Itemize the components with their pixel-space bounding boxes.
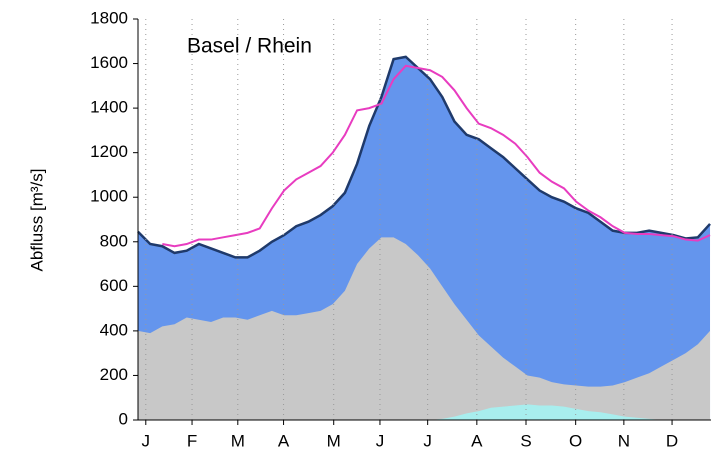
y-tick-label: 600	[100, 276, 128, 295]
x-tick-label: J	[423, 431, 432, 450]
x-tick-label: S	[520, 431, 531, 450]
x-tick-label: J	[142, 431, 151, 450]
area-edge	[137, 55, 711, 259]
x-tick-label: M	[231, 431, 245, 450]
x-tick-label: M	[327, 431, 341, 450]
area	[138, 237, 711, 420]
annotation: Basel / Rhein	[187, 35, 312, 58]
x-tick-label: F	[187, 431, 197, 450]
y-tick-label: 0	[119, 409, 128, 428]
y-tick-label: 1000	[90, 187, 128, 206]
x-tick-label: A	[471, 431, 483, 450]
x-tick-label: A	[278, 431, 290, 450]
y-tick-label: 1400	[90, 98, 128, 117]
line	[162, 64, 711, 248]
y-tick-label: 1600	[90, 53, 128, 72]
y-tick-label: 1200	[90, 142, 128, 161]
area	[138, 404, 711, 420]
x-tick-label: J	[376, 431, 385, 450]
y-tick-label: 400	[100, 320, 128, 339]
y-axis-label: Abfluss [m³/s]	[27, 169, 46, 272]
x-tick-label: D	[666, 431, 678, 450]
y-tick-label: 800	[100, 231, 128, 250]
x-tick-label: N	[618, 431, 630, 450]
y-tick-label: 200	[100, 365, 128, 384]
x-tick-label: O	[569, 431, 582, 450]
y-tick-label: 1800	[90, 8, 128, 27]
